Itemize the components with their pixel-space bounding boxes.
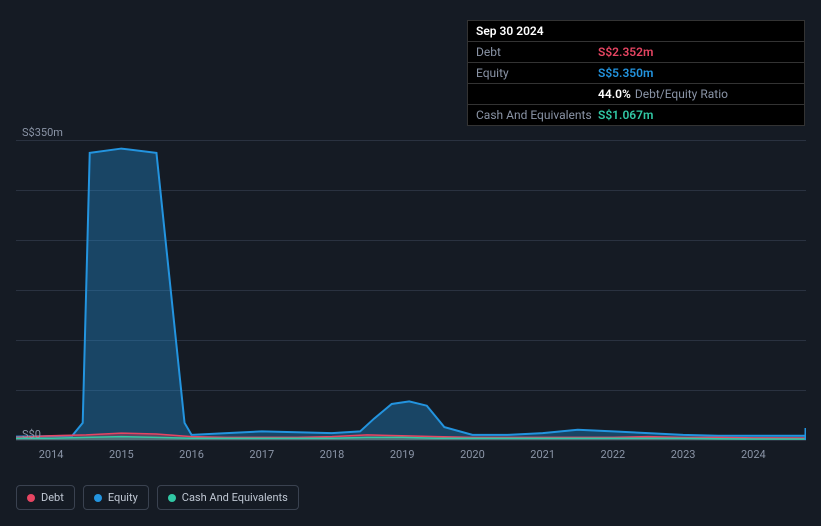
x-axis-label: 2015 — [109, 448, 134, 461]
x-axis-label: 2019 — [390, 448, 415, 461]
x-axis-label: 2016 — [179, 448, 204, 461]
info-row-debt: Debt S$2.352m — [468, 42, 804, 63]
legend-label: Cash And Equivalents — [182, 491, 288, 504]
info-value: S$5.350m — [598, 66, 653, 80]
legend-item-debt[interactable]: Debt — [16, 485, 75, 510]
x-axis-label: 2020 — [460, 448, 485, 461]
x-axis-label: 2024 — [741, 448, 766, 461]
gridline — [16, 440, 806, 441]
plot-region[interactable] — [16, 140, 806, 440]
info-date-row: Sep 30 2024 — [468, 21, 804, 42]
legend-item-cash-and-equivalents[interactable]: Cash And Equivalents — [157, 485, 299, 510]
legend-item-equity[interactable]: Equity — [83, 485, 149, 510]
chart-container: Sep 30 2024 Debt S$2.352m Equity S$5.350… — [0, 0, 821, 526]
legend: Debt Equity Cash And Equivalents — [16, 485, 299, 510]
legend-dot — [94, 494, 102, 502]
info-row-ratio: 44.0% Debt/Equity Ratio — [468, 84, 804, 105]
info-row-cash: Cash And Equivalents S$1.067m — [468, 105, 804, 125]
info-value: S$2.352m — [598, 45, 653, 59]
x-axis-label: 2018 — [320, 448, 345, 461]
series-area-equity — [16, 149, 806, 440]
info-value: S$1.067m — [598, 108, 653, 122]
x-axis-label: 2023 — [671, 448, 696, 461]
chart-svg — [16, 140, 806, 440]
info-date: Sep 30 2024 — [476, 24, 544, 38]
legend-label: Equity — [108, 491, 138, 504]
info-row-equity: Equity S$5.350m — [468, 63, 804, 84]
chart-area: S$350m S$0 20142015201620172018201920202… — [16, 126, 806, 476]
info-panel: Sep 30 2024 Debt S$2.352m Equity S$5.350… — [467, 20, 805, 126]
info-value: 44.0% — [598, 87, 631, 101]
legend-dot — [27, 494, 35, 502]
x-axis-label: 2014 — [39, 448, 64, 461]
x-axis-label: 2021 — [530, 448, 555, 461]
x-axis-labels: 2014 2015 2016 2017 2018 2019 2020 2021 2022 2023… — [16, 448, 806, 462]
info-suffix: Debt/Equity Ratio — [635, 87, 728, 101]
info-label: Equity — [476, 66, 598, 80]
y-axis-label-top: S$350m — [22, 126, 63, 139]
x-axis-label: 2022 — [601, 448, 626, 461]
info-label: Cash And Equivalents — [476, 108, 598, 122]
y-axis-label-bottom: S$0 — [22, 428, 41, 441]
legend-label: Debt — [41, 491, 64, 504]
legend-dot — [168, 494, 176, 502]
info-label: Debt — [476, 45, 598, 59]
x-axis-label: 2017 — [249, 448, 274, 461]
